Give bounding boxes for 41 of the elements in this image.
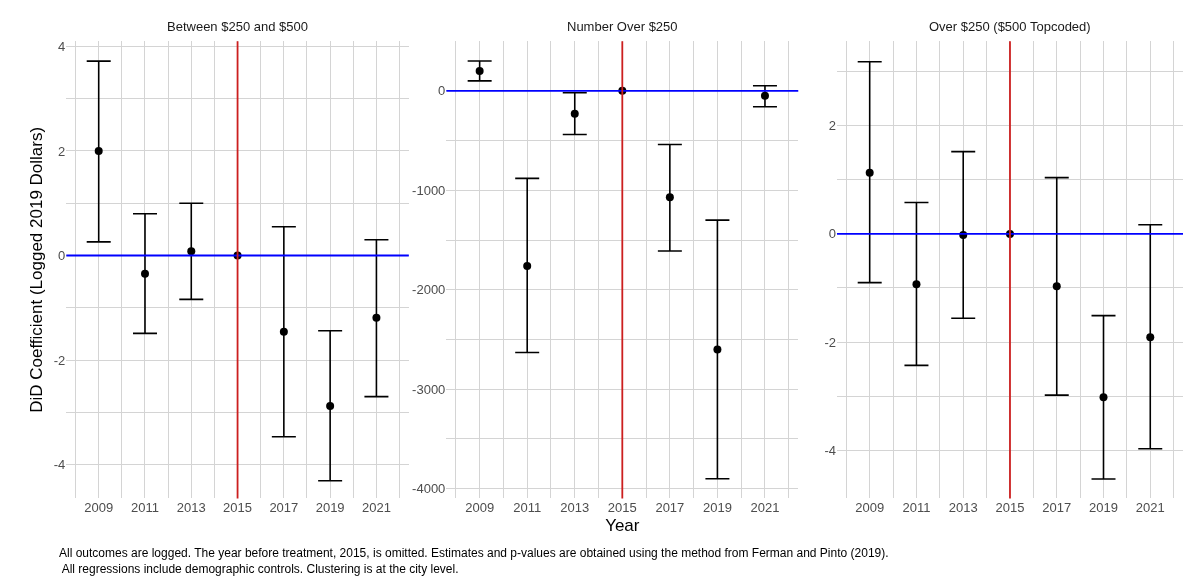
x-tick-label: 2011 <box>513 500 542 516</box>
x-tick-label: 2009 <box>855 500 885 516</box>
y-tick-label: 0 <box>58 248 66 264</box>
x-tick-label: 2009 <box>84 500 114 516</box>
x-tick-label: 2017 <box>1042 500 1072 516</box>
y-tick-label: 4 <box>58 39 66 55</box>
x-axis-title: Year <box>605 515 640 535</box>
x-tick-label: 2011 <box>131 500 159 516</box>
x-tick-label: 2021 <box>361 500 391 516</box>
x-tick-label: 2017 <box>655 500 685 516</box>
y-tick-label: -1000 <box>412 182 446 198</box>
y-tick-label: -4 <box>53 457 66 473</box>
x-tick-label: 2015 <box>995 500 1025 516</box>
text: All outcomes are logged. The year before treatment, 2015, is omitted. Estimates and p-values are obtained using the method from Ferman and Pinto (2019). All regressions include demographic controls. Clustering is at the city level. <box>59 546 889 576</box>
x-tick-label: 2019 <box>1089 500 1118 516</box>
y-axis-title: DiD Coefficient (Logged 2019 Dollars) <box>27 126 47 413</box>
chart-title: Over $250 ($500 Topcoded) <box>929 19 1091 34</box>
y-tick-label: -4 <box>824 442 836 458</box>
chart-title: Between $250 and $500 <box>167 19 308 34</box>
x-tick-label: 2019 <box>702 500 732 516</box>
y-tick-label: 2 <box>58 143 66 159</box>
x-tick-label: 2013 <box>948 500 978 516</box>
x-tick-label: 2015 <box>607 500 637 516</box>
y-tick-label: 0 <box>828 226 836 242</box>
x-tick-label: 2009 <box>465 500 495 516</box>
x-tick-label: 2021 <box>750 500 780 516</box>
x-tick-label: 2017 <box>269 500 299 516</box>
x-tick-label: 2013 <box>560 500 590 516</box>
y-tick-label: 2 <box>828 118 836 134</box>
x-tick-label: 2013 <box>176 500 206 516</box>
x-tick-label: 2019 <box>315 500 345 516</box>
x-tick-label: 2021 <box>1135 500 1165 516</box>
y-tick-label: -3000 <box>412 381 446 397</box>
y-tick-label: -2000 <box>412 282 446 298</box>
y-tick-label: -2 <box>53 352 66 368</box>
y-tick-label: 0 <box>438 83 446 99</box>
x-tick-label: 2015 <box>223 500 253 516</box>
y-tick-label: -4000 <box>412 481 446 497</box>
chart-title: Number Over $250 <box>567 19 678 34</box>
y-tick-label: -2 <box>824 334 836 350</box>
x-tick-label: 2011 <box>902 500 931 516</box>
